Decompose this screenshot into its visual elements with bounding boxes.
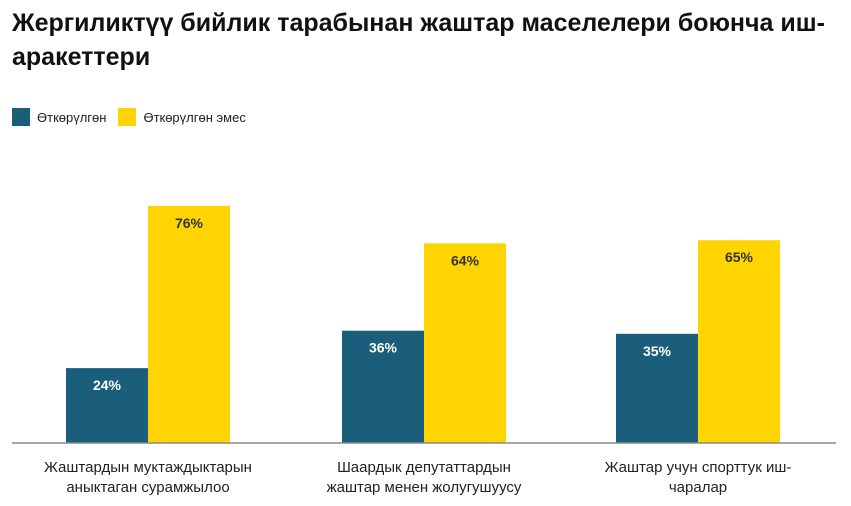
data-label-2-2: 64% [451,252,480,268]
bar-1-2 [342,330,424,443]
legend-item-series-2: Өткөрүлгөн эмес [118,108,246,126]
category-label-1-line-2: аныктаган сурамжылоо [66,479,229,496]
bar-2-2 [424,243,506,443]
bar-2-1 [148,205,230,443]
data-label-2-1: 76% [175,215,204,231]
bar-2-3 [698,240,780,443]
legend-label-series-2: Өткөрүлгөн эмес [143,109,246,125]
legend-swatch-series-1 [12,108,30,126]
category-label-2-line-1: Шаардык депутаттардын [337,459,511,476]
legend: Өткөрүлгөн Өткөрүлгөн эмес [12,108,258,126]
bar-1-3 [616,333,698,443]
category-label-3-line-2: чаралар [669,479,727,496]
data-label-2-3: 65% [725,249,754,265]
data-label-1-2: 36% [369,340,398,356]
category-label-2-line-2: жаштар менен жолугушуусу [327,479,522,496]
category-label-1-line-1: Жаштардын муктаждыктарын [44,459,252,476]
chart-title: Жергиликтүү бийлик тарабынан жаштар масе… [12,9,825,71]
bar-1-1 [66,368,148,443]
legend-label-series-1: Өткөрүлгөн [37,109,107,125]
legend-swatch-series-2 [118,108,137,126]
legend-item-series-1: Өткөрүлгөн [12,108,106,126]
data-label-1-3: 35% [643,343,672,359]
data-label-1-1: 24% [93,377,122,393]
category-label-3-line-1: Жаштар учун спорттук иш- [605,459,792,476]
